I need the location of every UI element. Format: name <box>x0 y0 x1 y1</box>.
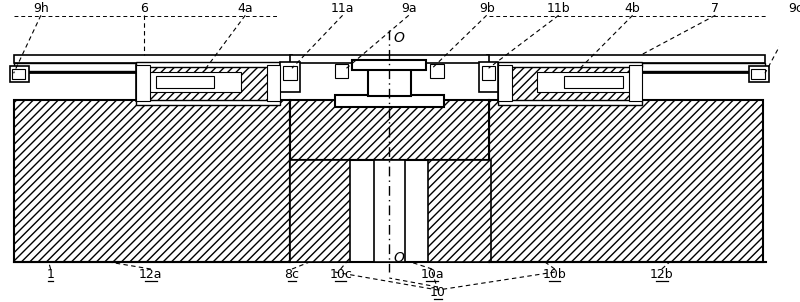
Bar <box>156 76 214 88</box>
Bar <box>10 66 29 82</box>
Bar <box>498 65 512 101</box>
Text: $\it{O}$: $\it{O}$ <box>393 251 406 265</box>
Text: 12b: 12b <box>650 268 674 281</box>
Bar <box>352 60 426 70</box>
Text: 10c: 10c <box>330 268 352 281</box>
Bar <box>498 100 642 105</box>
Bar <box>374 160 405 262</box>
Bar <box>290 160 350 262</box>
Bar <box>136 62 280 67</box>
Bar <box>148 72 242 92</box>
Bar <box>136 65 150 101</box>
Bar <box>629 65 642 101</box>
Text: 9a: 9a <box>401 2 417 15</box>
Text: 10b: 10b <box>543 268 566 281</box>
Bar <box>266 65 280 101</box>
Text: 1: 1 <box>46 268 54 281</box>
Bar <box>136 100 280 105</box>
Bar <box>430 64 444 78</box>
Text: 9h: 9h <box>33 2 49 15</box>
Bar <box>565 76 623 88</box>
Bar <box>283 66 297 80</box>
Bar <box>14 63 292 71</box>
Text: 10: 10 <box>430 285 446 298</box>
Bar <box>479 62 498 92</box>
Text: 9c: 9c <box>789 2 800 15</box>
Bar <box>290 55 489 63</box>
Text: 4a: 4a <box>238 2 253 15</box>
Bar <box>136 65 280 101</box>
Bar <box>538 72 630 92</box>
Bar <box>290 160 489 262</box>
Bar <box>498 65 642 101</box>
Bar <box>14 100 290 262</box>
Bar <box>486 55 765 63</box>
Bar <box>751 69 765 79</box>
Text: 7: 7 <box>711 2 719 15</box>
Bar <box>335 95 444 107</box>
Bar <box>14 55 292 63</box>
Text: 6: 6 <box>140 2 148 15</box>
Text: 11b: 11b <box>547 2 570 15</box>
Bar <box>335 64 349 78</box>
Text: 12a: 12a <box>139 268 162 281</box>
Bar <box>280 62 300 92</box>
Text: 9b: 9b <box>478 2 494 15</box>
Bar <box>489 100 763 262</box>
Text: 11a: 11a <box>331 2 354 15</box>
Bar <box>12 69 26 79</box>
Text: 10a: 10a <box>420 268 444 281</box>
Bar <box>368 66 410 96</box>
Bar <box>428 160 490 262</box>
Bar <box>486 63 765 71</box>
Bar <box>498 62 642 67</box>
Bar <box>290 100 489 160</box>
Text: 4b: 4b <box>625 2 641 15</box>
Text: 8c: 8c <box>285 268 299 281</box>
Bar <box>482 66 495 80</box>
Bar <box>750 66 769 82</box>
Text: $\it{O}$: $\it{O}$ <box>393 31 406 45</box>
